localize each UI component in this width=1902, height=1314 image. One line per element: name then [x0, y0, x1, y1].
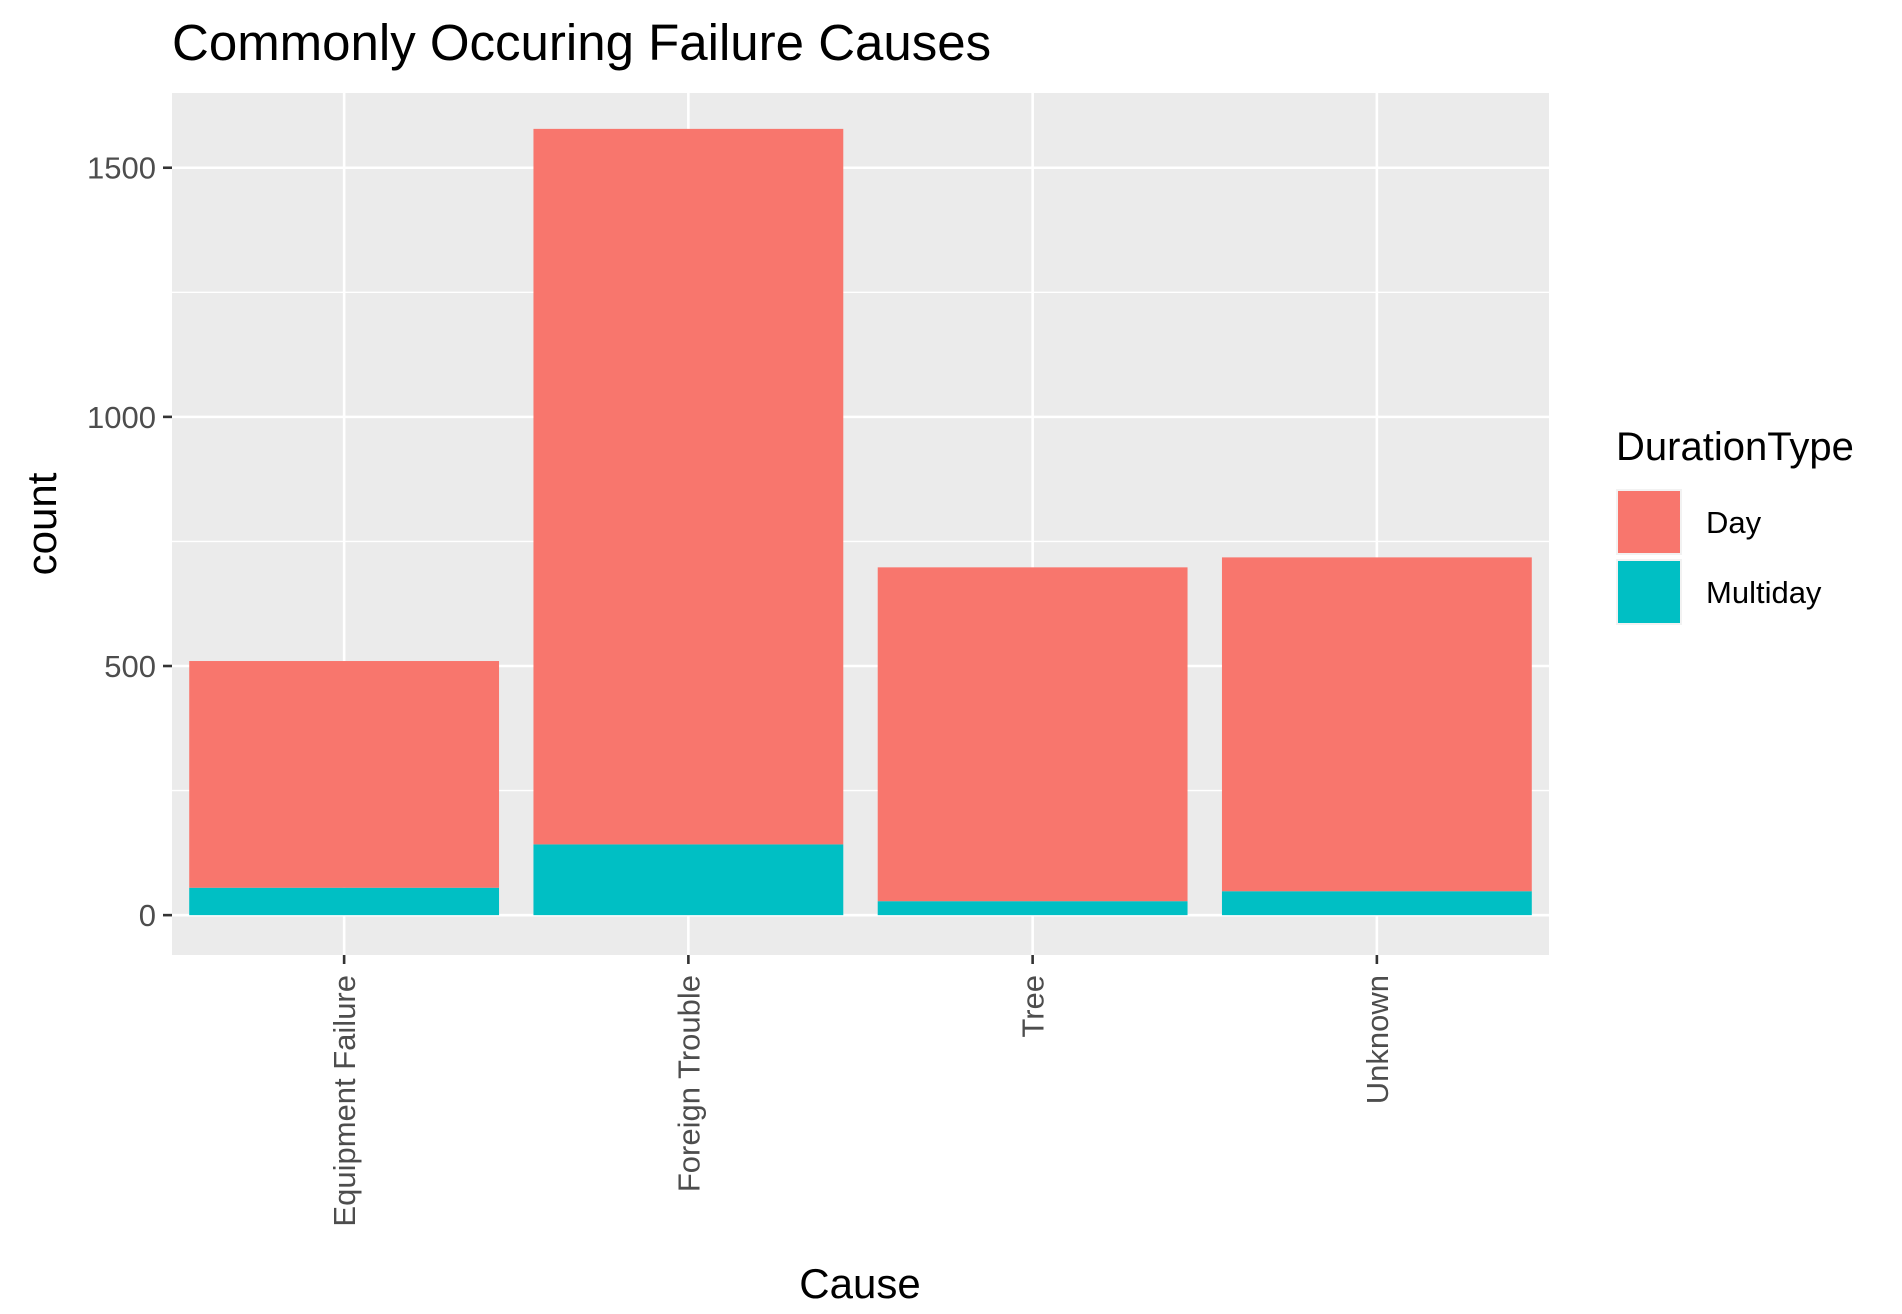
legend-label: Day [1706, 505, 1762, 540]
x-tick-label: Foreign Trouble [671, 975, 706, 1192]
y-tick-label: 1000 [87, 400, 156, 435]
chart-title: Commonly Occuring Failure Causes [172, 14, 991, 71]
y-tick-label: 500 [104, 649, 156, 684]
bar-segment [1221, 891, 1532, 916]
legend-label: Multiday [1706, 575, 1822, 610]
x-tick-label: Equipment Failure [327, 975, 362, 1227]
y-axis-title: count [18, 472, 65, 575]
legend-swatch [1618, 561, 1680, 623]
y-axis: 0 500 1000 1500 [87, 151, 172, 933]
x-tick-label: Unknown [1360, 975, 1395, 1104]
legend: DurationType Day Multiday [1616, 425, 1854, 625]
bar-segment [1221, 557, 1532, 892]
x-tick-label: Tree [1016, 975, 1051, 1038]
bars [189, 128, 1532, 916]
x-axis: Equipment Failure Foreign Trouble Tree Unkn… [327, 955, 1395, 1227]
bar-segment [189, 887, 500, 916]
bar-segment [877, 901, 1188, 916]
bar-segment [533, 128, 844, 845]
y-tick-label: 0 [139, 898, 156, 933]
bar-segment [189, 661, 500, 888]
bar-segment [877, 567, 1188, 902]
bar-segment [533, 844, 844, 916]
legend-swatch [1618, 491, 1680, 553]
y-tick-label: 1500 [87, 151, 156, 186]
x-axis-title: Cause [799, 1260, 920, 1307]
legend-title: DurationType [1616, 425, 1854, 469]
